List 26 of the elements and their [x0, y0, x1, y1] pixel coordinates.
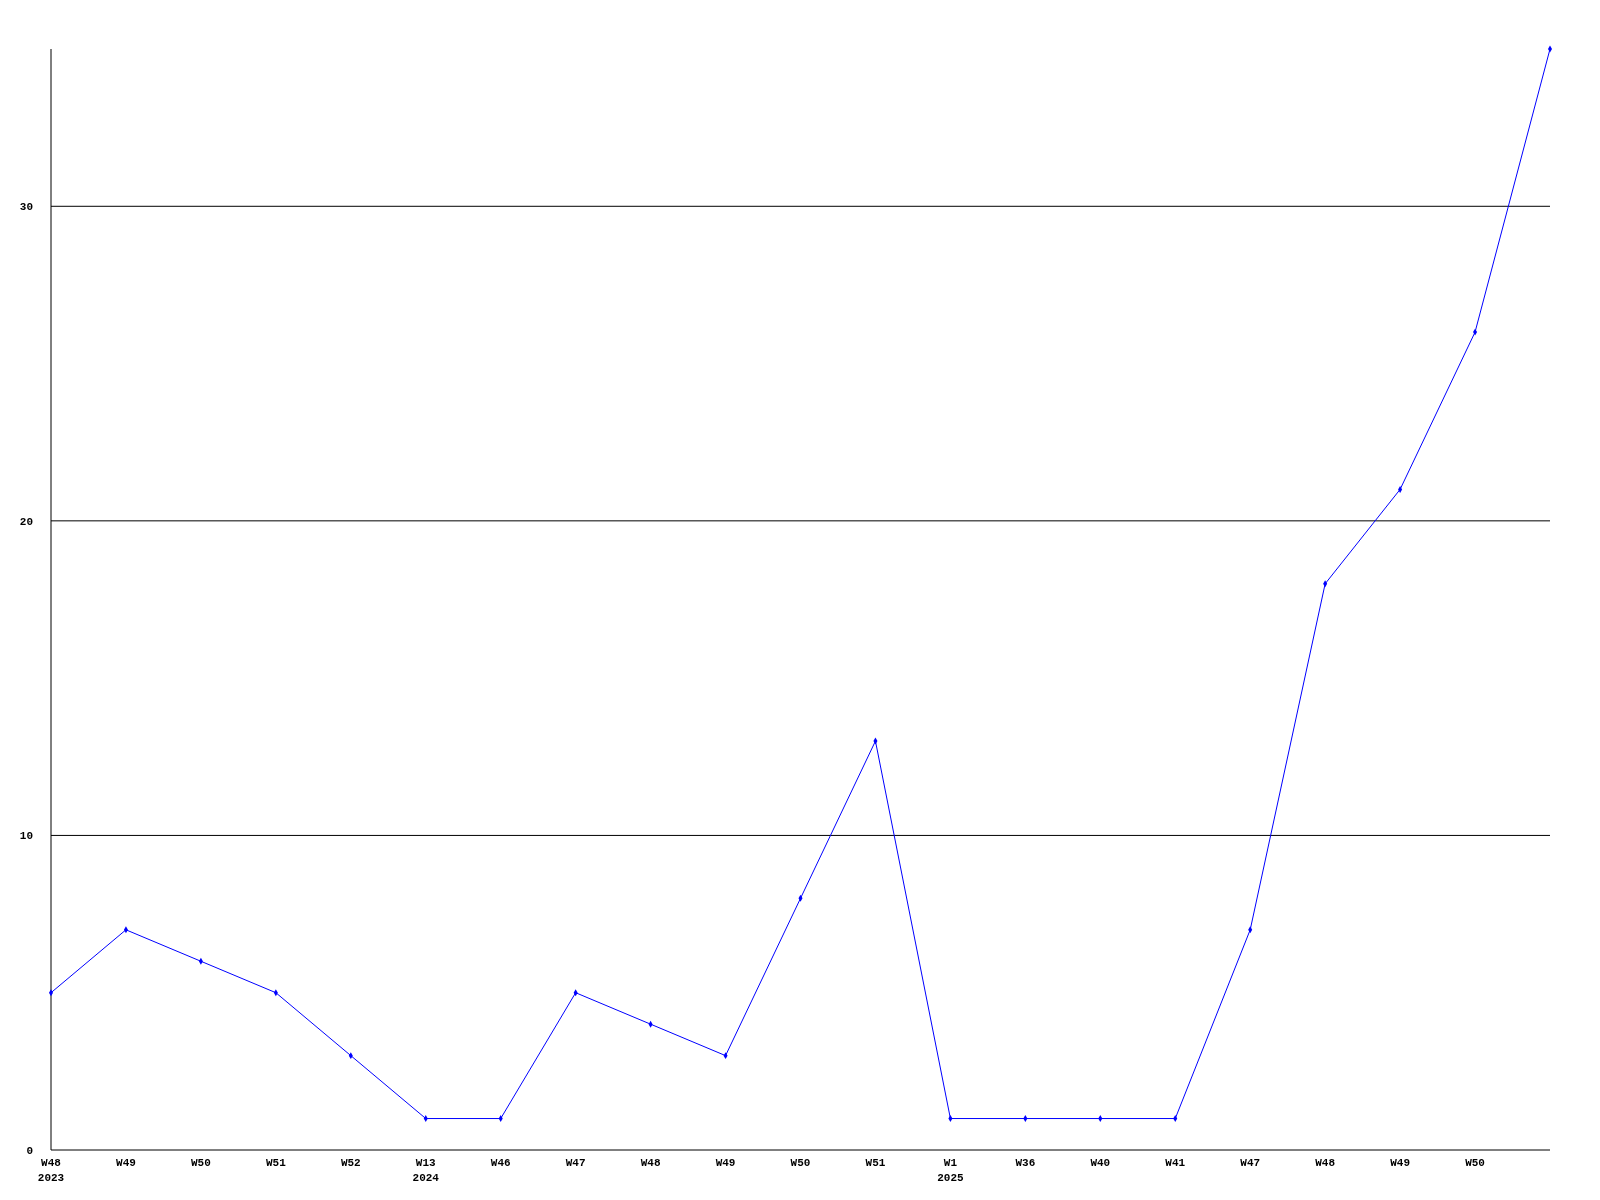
x-tick-label: W48 — [640, 1157, 661, 1169]
point — [1547, 45, 1553, 53]
x-tick-label: W51 — [865, 1157, 886, 1169]
x-tick-label: W46 — [490, 1157, 511, 1169]
x-tick-label: W50 — [190, 1157, 211, 1169]
x-tick-label: W13 2024 — [412, 1157, 440, 1184]
x-tick-label: W47 — [1240, 1157, 1261, 1169]
x-tick-label: W47 — [565, 1157, 586, 1169]
x-tick-label: W41 — [1165, 1157, 1186, 1169]
y-tick-label: 0 — [26, 1145, 33, 1157]
x-tick-label: W49 — [715, 1157, 736, 1169]
y-tick-label: 20 — [19, 515, 33, 528]
x-tick-label: W1 2025 — [937, 1157, 964, 1184]
x-tick-label: W50 — [790, 1157, 811, 1169]
x-tick-label: W52 — [340, 1157, 361, 1169]
y-tick-label: 10 — [19, 830, 33, 843]
y-tick-label: 30 — [19, 201, 33, 214]
x-tick-label: W40 — [1090, 1157, 1111, 1169]
x-tick-label: W48 — [1315, 1157, 1336, 1169]
x-tick-label: W36 — [1015, 1157, 1036, 1169]
point — [48, 989, 54, 997]
x-tick-label: W50 — [1465, 1157, 1485, 1169]
x-tick-label: W51 — [265, 1157, 287, 1169]
x-tick-label: W49 — [1390, 1157, 1411, 1169]
x-tick-label: W48 2023 — [37, 1157, 65, 1184]
x-tick-label: W49 — [116, 1157, 136, 1169]
